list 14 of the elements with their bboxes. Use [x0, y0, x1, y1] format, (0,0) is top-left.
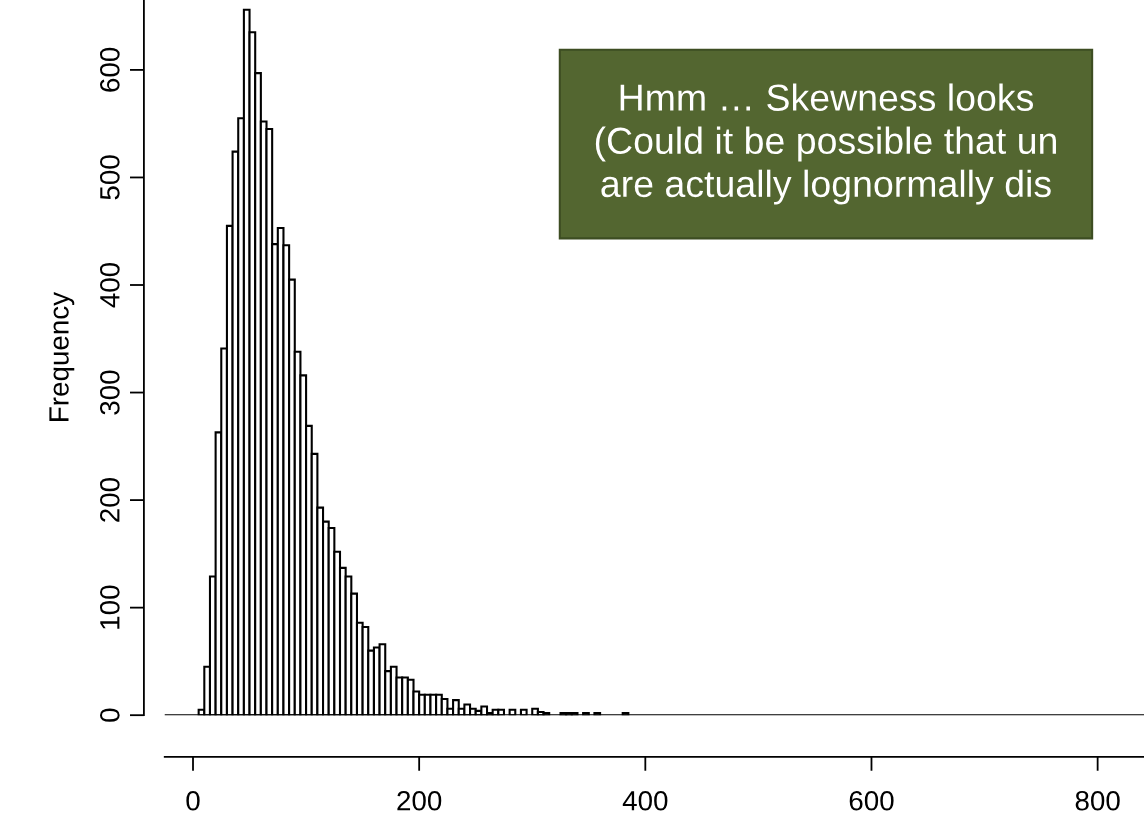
x-tick-label: 400 [622, 790, 668, 811]
x-tick-label: 0 [186, 790, 200, 811]
y-axis-title: Frequency [49, 292, 75, 421]
y-tick-label: 100 [99, 585, 120, 629]
y-tick-label: 200 [99, 478, 120, 522]
y-tick-label: 500 [99, 155, 120, 200]
annotation: Hmm … Skewness looks (Could it be possible that un are actually lognormally dis [595, 83, 1056, 205]
y-tick-label: 0 [99, 708, 120, 722]
x-tick-label: 800 [1075, 790, 1120, 811]
y-tick-label: 400 [99, 262, 120, 308]
y-tick-label: 600 [99, 47, 120, 92]
x-tick-label: 200 [397, 790, 442, 811]
x-tick-label: 600 [849, 790, 894, 811]
y-tick-label: 300 [99, 370, 120, 415]
